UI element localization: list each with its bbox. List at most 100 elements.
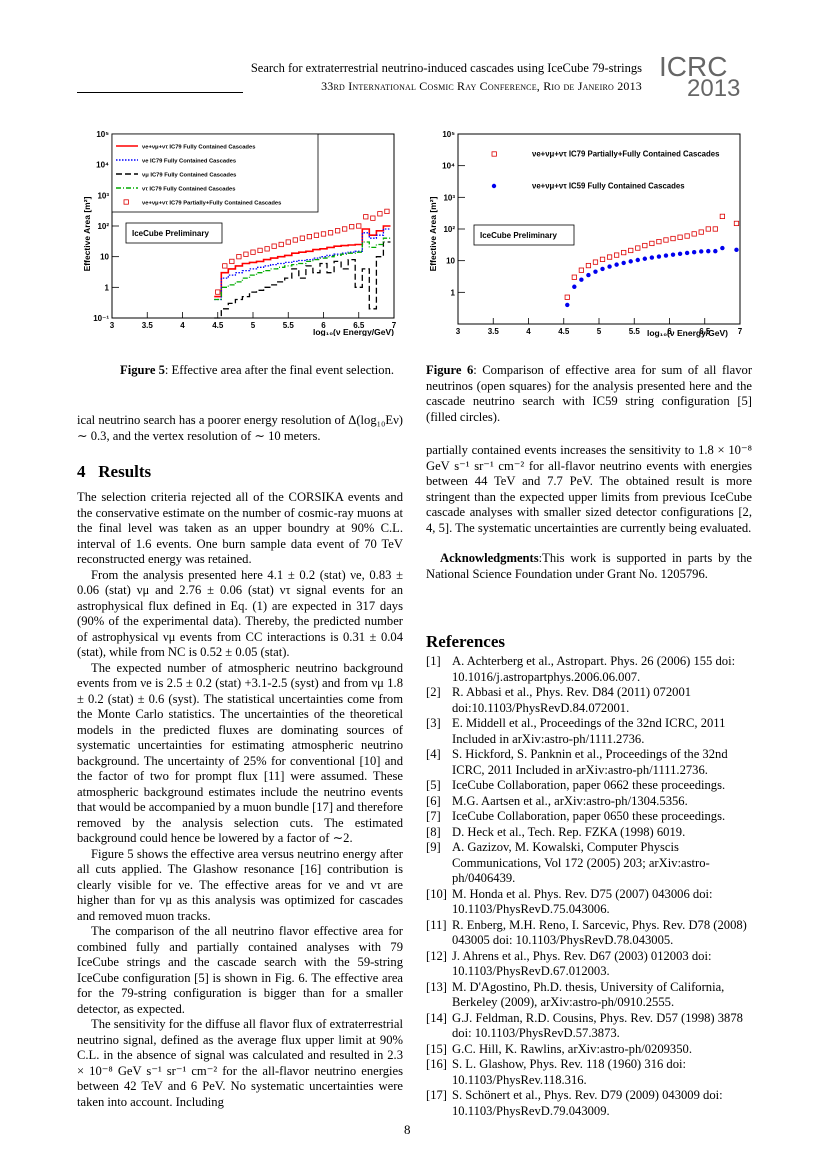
- y-tick-label: 10: [446, 257, 455, 266]
- x-tick-label: 5.5: [629, 327, 641, 336]
- series-line: [214, 241, 391, 319]
- reference-text: G.J. Feldman, R.D. Cousins, Phys. Rev. D…: [452, 1010, 743, 1041]
- data-point: [278, 241, 284, 248]
- legend-box: [111, 133, 319, 213]
- reference-item: [12] J. Ahrens et al., Phys. Rev. D67 (20…: [426, 949, 752, 980]
- legend-swatch: [123, 199, 129, 205]
- reference-item: [10] M. Honda et al. Phys. Rev. D75 (2007…: [426, 887, 752, 918]
- data-point: [222, 263, 228, 269]
- y-tick-label: 1: [451, 288, 456, 297]
- running-header-conference: 33rd International Cosmic Ray Conference…: [321, 79, 642, 93]
- caption-label: Figure 6: [426, 363, 474, 377]
- reference-text: J. Ahrens et al., Phys. Rev. D67 (2003) …: [452, 948, 712, 979]
- icrc-logo: ICRC 2013: [659, 51, 740, 100]
- reference-number: [15]: [426, 1041, 447, 1056]
- legend-label: νe+νμ+ντ IC79 Partially+Fully Contained …: [142, 201, 281, 207]
- reference-number: [1]: [426, 654, 441, 668]
- data-point: [706, 248, 711, 254]
- data-point: [320, 231, 327, 237]
- page-number: 8: [404, 1122, 411, 1137]
- x-tick-label: 6.5: [353, 321, 365, 330]
- data-point: [621, 249, 627, 256]
- reference-item: [1] A. Achterberg et al., Astropart. Phys…: [426, 654, 752, 685]
- reference-number: [7]: [426, 809, 441, 823]
- data-point: [712, 226, 718, 232]
- legend-label: ντ IC79 Fully Contained Cascades: [142, 187, 235, 193]
- data-point: [243, 251, 249, 257]
- data-point: [593, 269, 598, 274]
- paragraph: The selection criteria rejected all of t…: [77, 490, 403, 566]
- reference-text: R. Abbasi et al., Phys. Rev. D84 (2011) …: [452, 685, 692, 715]
- y-tick-label: 10²: [443, 225, 455, 234]
- reference-text: M. Honda et al. Phys. Rev. D75 (2007) 04…: [452, 886, 713, 917]
- y-axis-label: Effective Area [m²]: [82, 196, 92, 271]
- series-line: [214, 237, 391, 301]
- reference-number: [10]: [426, 886, 447, 901]
- data-point: [313, 232, 320, 238]
- data-point: [691, 231, 697, 237]
- data-point: [257, 247, 263, 254]
- data-point: [285, 239, 291, 245]
- reference-text: D. Heck et al., Tech. Rep. FZKA (1998) 6…: [452, 824, 686, 839]
- running-header-title: Search for extraterrestrial neutrino-ind…: [250, 61, 642, 75]
- y-tick-label: 1: [105, 283, 110, 292]
- x-tick-label: 5: [597, 327, 602, 336]
- section-heading-results: 4 Results: [77, 462, 151, 482]
- data-point: [614, 252, 620, 258]
- reference-item: [7] IceCube Collaboration, paper 0650 the…: [426, 809, 752, 825]
- reference-item: [6] M.G. Aartsen et al., arXiv:astro-ph/1…: [426, 794, 752, 810]
- preliminary-label: IceCube Preliminary: [480, 231, 557, 240]
- data-point: [579, 277, 584, 282]
- reference-number: [3]: [426, 716, 441, 730]
- data-point: [734, 247, 739, 253]
- left-column-intro: ical neutrino search has a poorer energy…: [77, 413, 403, 444]
- reference-text: S. Hickford, S. Panknin et al., Proceedi…: [452, 747, 728, 777]
- acknowledgments: Acknowledgments:This work is supported i…: [426, 551, 752, 582]
- data-point: [699, 249, 704, 254]
- legend-label: νe+νμ+ντ IC79 Fully Contained Cascades: [142, 145, 255, 151]
- data-point: [628, 247, 634, 254]
- paragraph: ical neutrino search has a poorer energy…: [77, 413, 403, 443]
- data-point: [684, 233, 690, 239]
- reference-text: S. Schönert et al., Phys. Rev. D79 (2009…: [452, 1088, 723, 1118]
- data-point: [670, 235, 676, 242]
- data-point: [349, 224, 355, 230]
- reference-text: A. Gazizov, M. Kowalski, Computer Physci…: [452, 840, 710, 885]
- reference-item: [14] G.J. Feldman, R.D. Cousins, Phys. Re…: [426, 1011, 752, 1042]
- figure-5-caption: Figure 5: Effective area after the final…: [120, 363, 410, 379]
- data-point: [663, 237, 669, 243]
- legend-swatch: [491, 151, 497, 157]
- data-point: [229, 258, 235, 265]
- paragraph: partially contained events increases the…: [426, 443, 752, 535]
- data-point: [719, 213, 725, 219]
- paragraph: The expected number of atmospheric neutr…: [77, 660, 403, 846]
- x-tick-label: 7: [738, 327, 743, 336]
- reference-number: [5]: [426, 778, 441, 792]
- references-heading: References: [426, 632, 505, 651]
- data-point: [614, 262, 619, 267]
- right-column-body: partially contained events increases the…: [426, 443, 752, 582]
- y-tick-label: 10²: [97, 222, 109, 231]
- y-tick-label: 10⁴: [96, 161, 109, 170]
- paragraph: The sensitivity for the diffuse all flav…: [77, 1017, 403, 1109]
- data-point: [713, 248, 718, 254]
- data-point: [236, 254, 242, 260]
- left-column-body: The selection criteria rejected all of t…: [77, 490, 403, 1110]
- y-tick-label: 10³: [443, 193, 455, 202]
- reference-number: [16]: [426, 1057, 447, 1071]
- reference-item: [4] S. Hickford, S. Panknin et al., Proce…: [426, 747, 752, 778]
- x-tick-label: 7: [392, 321, 397, 330]
- y-tick-label: 10⁵: [442, 130, 455, 139]
- data-point: [733, 220, 740, 227]
- reference-item: [16] S. L. Glashow, Phys. Rev. 118 (1960)…: [426, 1057, 752, 1088]
- data-point: [299, 235, 305, 241]
- data-point: [250, 249, 256, 255]
- x-tick-label: 3.5: [488, 327, 500, 336]
- y-axis-label: Effective Area [m²]: [428, 196, 438, 271]
- reference-item: [8] D. Heck et al., Tech. Rep. FZKA (1998…: [426, 825, 752, 841]
- data-point: [677, 234, 683, 240]
- data-point: [607, 264, 612, 269]
- data-point: [628, 259, 633, 264]
- data-point: [264, 246, 270, 252]
- data-point: [621, 260, 626, 266]
